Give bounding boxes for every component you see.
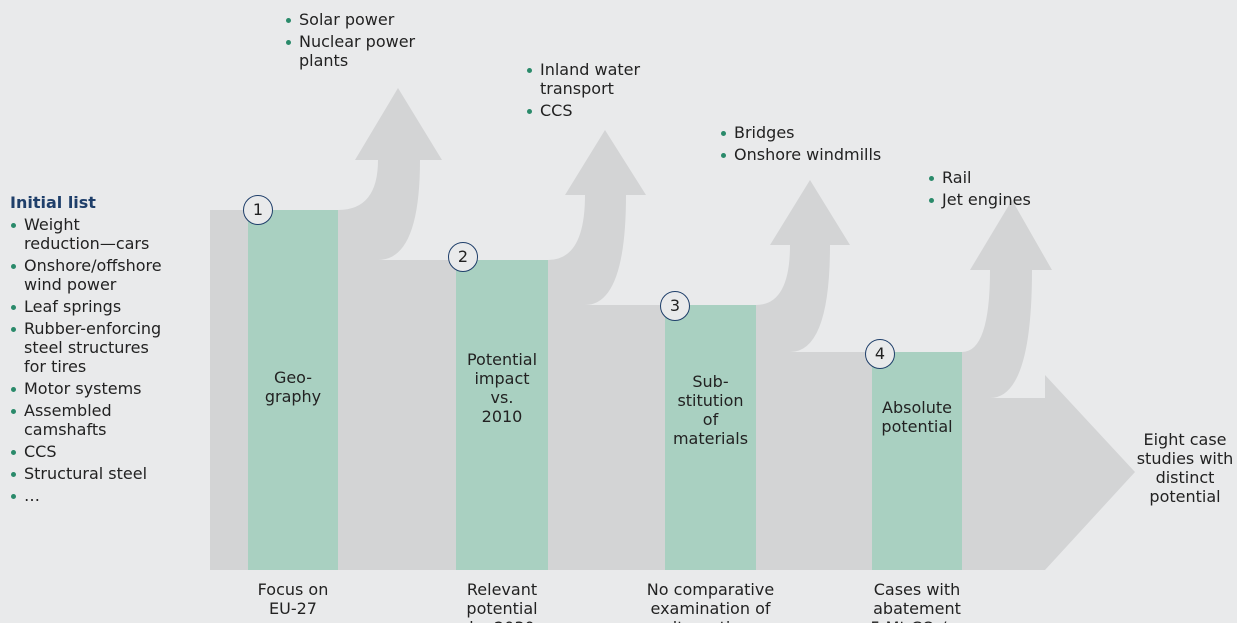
stage-bar	[665, 305, 756, 570]
excluded-list: Rail Jet engines	[926, 168, 1031, 212]
list-item: CCS	[8, 442, 162, 461]
item-text: Onshore/offshore wind power	[24, 256, 162, 294]
stage-label: Potential impact vs. 2010	[466, 350, 538, 426]
item-text: Jet engines	[942, 190, 1031, 209]
item-text: Motor systems	[24, 379, 142, 398]
bullet	[11, 409, 16, 414]
list-item: Onshore/offshore wind power	[8, 256, 162, 294]
item-text: Nuclear power plants	[299, 32, 416, 70]
list-item: Structural steel	[8, 464, 162, 483]
bullet	[11, 494, 16, 499]
item-text: Structural steel	[24, 464, 148, 483]
stage-caption: Focus on EU-27	[257, 580, 329, 618]
item-text: Onshore windmills	[734, 145, 882, 164]
initial-list: Weight reduction—cars Onshore/offshore wi…	[8, 215, 162, 508]
bullet	[11, 472, 16, 477]
bullet	[527, 68, 532, 73]
stage-number: 3	[660, 291, 690, 321]
bullet	[527, 109, 532, 114]
list-item: …	[8, 486, 162, 505]
item-text: Bridges	[734, 123, 795, 142]
bullet	[11, 305, 16, 310]
list-item: Jet engines	[926, 190, 1031, 209]
bullet	[11, 387, 16, 392]
bullet	[11, 327, 16, 332]
stage-bar	[872, 352, 962, 570]
list-item: Onshore windmills	[718, 145, 881, 164]
item-text: Weight reduction—cars	[24, 215, 150, 253]
stage-label: Geo- graphy	[264, 368, 322, 406]
list-item: Leaf springs	[8, 297, 162, 316]
item-text: Leaf springs	[24, 297, 122, 316]
list-item: Rubber-enforcing steel structures for ti…	[8, 319, 162, 376]
item-text: Assembled camshafts	[24, 401, 112, 439]
stage-number: 2	[448, 242, 478, 272]
stage-bar	[248, 210, 338, 570]
stage-bar	[456, 260, 548, 570]
bullet	[721, 153, 726, 158]
excluded-list: Solar power Nuclear power plants	[283, 10, 415, 73]
bullet	[929, 176, 934, 181]
item-text: Rubber-enforcing steel structures for ti…	[24, 319, 162, 376]
branch-arrow	[548, 130, 646, 305]
list-item: CCS	[524, 101, 640, 120]
item-text: Inland water transport	[540, 60, 641, 98]
bullet	[286, 40, 291, 45]
item-text: …	[24, 486, 40, 505]
list-item: Assembled camshafts	[8, 401, 162, 439]
branch-arrow	[962, 200, 1052, 398]
stage-number: 4	[865, 339, 895, 369]
bullet	[11, 264, 16, 269]
result-text: Eight case studies with distinct potenti…	[1136, 430, 1234, 506]
list-item: Weight reduction—cars	[8, 215, 162, 253]
bullet	[11, 450, 16, 455]
bullet	[929, 198, 934, 203]
item-text: Rail	[942, 168, 972, 187]
stage-label: Absolute potential	[881, 398, 953, 436]
bullet	[286, 18, 291, 23]
stage-caption: Relevant potential by 2030	[466, 580, 538, 623]
list-item: Solar power	[283, 10, 415, 29]
list-title: Initial list	[10, 193, 96, 212]
list-item: Bridges	[718, 123, 881, 142]
list-item: Motor systems	[8, 379, 162, 398]
item-text: CCS	[24, 442, 57, 461]
item-text: CCS	[540, 101, 573, 120]
excluded-list: Inland water transport CCS	[524, 60, 640, 123]
branch-arrow	[756, 180, 850, 352]
stage-caption: No comparative examination of alternativ…	[646, 580, 775, 623]
list-item: Nuclear power plants	[283, 32, 415, 70]
stage-caption: Cases with abatement ≥ 5 Mt CO₂/year	[852, 580, 982, 623]
list-item: Rail	[926, 168, 1031, 187]
excluded-list: Bridges Onshore windmills	[718, 123, 881, 167]
stage-number: 1	[243, 195, 273, 225]
bullet	[721, 131, 726, 136]
item-text: Solar power	[299, 10, 395, 29]
bullet	[11, 223, 16, 228]
branch-arrow	[338, 88, 442, 260]
list-item: Inland water transport	[524, 60, 640, 98]
stage-label: Sub- stitution of materials	[672, 372, 749, 448]
